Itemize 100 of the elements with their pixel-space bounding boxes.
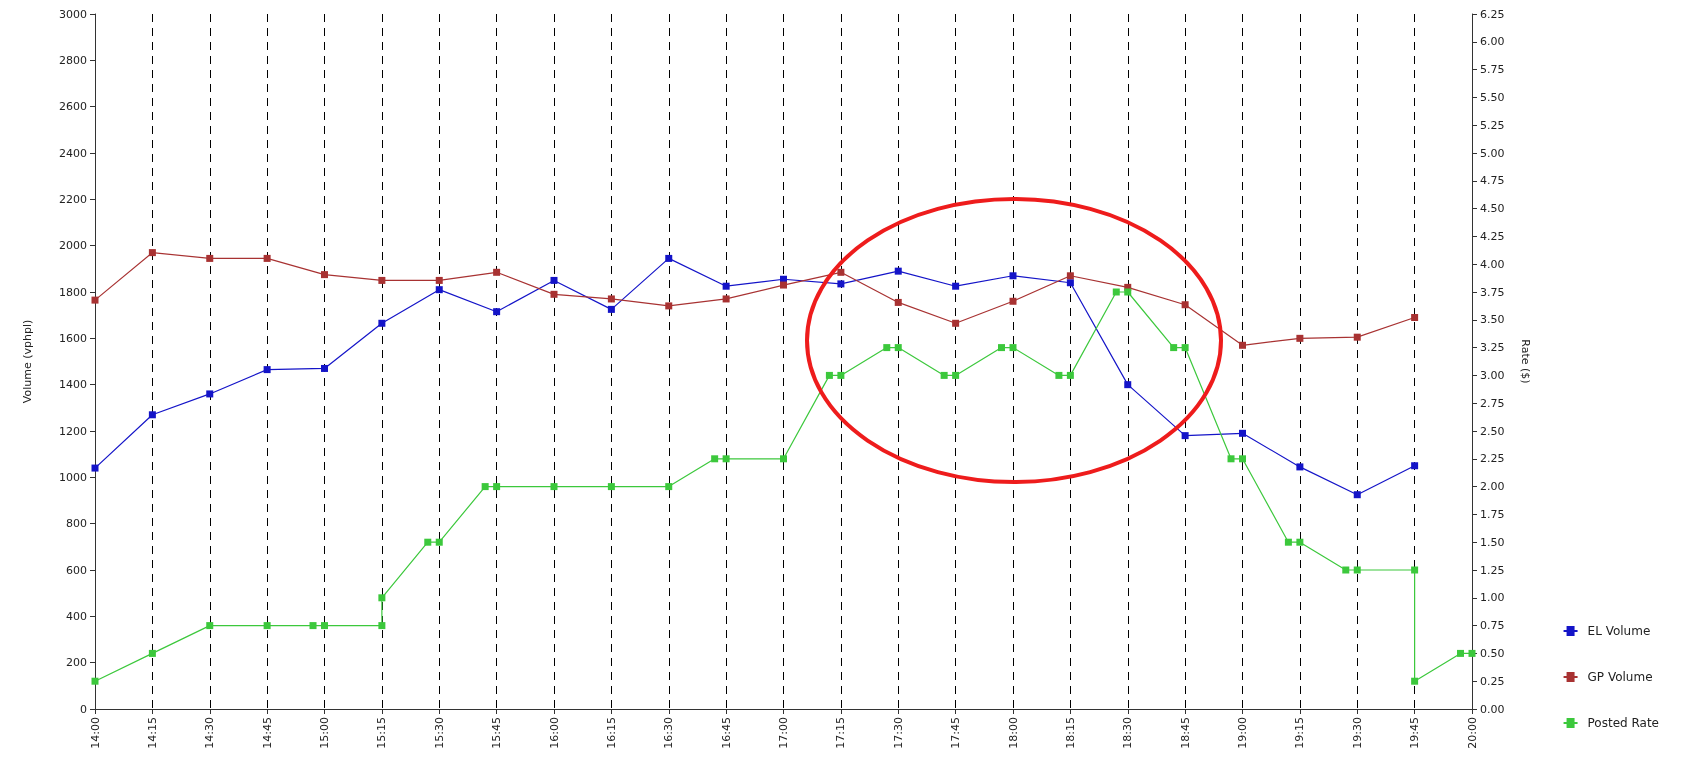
point [309,622,317,630]
y2-tick-label: 5.75 [1480,63,1505,77]
point [1181,344,1189,352]
point [550,483,558,491]
x-tick-label: 15:45 [490,717,504,749]
point [894,267,902,275]
y2-tick-label: 0.25 [1480,674,1505,688]
x-tick-label: 17:00 [777,717,790,749]
y2-tick-label: 2.00 [1480,480,1505,494]
y-tick-label: 0 [80,702,87,716]
point [952,319,960,327]
point [711,455,719,463]
y2-tick-label: 3.00 [1480,368,1505,382]
y2-tick-label: 4.50 [1480,202,1505,216]
point [263,366,271,374]
x-tick-label: 15:30 [432,717,446,749]
y2-tick-label: 5.25 [1480,118,1505,132]
y2-tick-label: 4.25 [1480,229,1505,243]
point [91,464,99,472]
y2-tick-label: 1.50 [1480,535,1505,549]
point [1170,344,1178,352]
y-tick-label: 400 [66,609,87,623]
x-tick-label: 18:45 [1178,717,1192,749]
point [263,622,271,630]
point [837,371,845,379]
x-tick-label: 14:15 [145,717,159,749]
point [148,649,156,657]
point [148,411,156,419]
point [1457,649,1465,657]
point [378,622,386,630]
x-tick-label: 14:45 [260,717,274,749]
legend-label: EL Volume [1587,624,1651,638]
point [1009,297,1017,305]
point [952,371,960,379]
point [940,371,948,379]
y-tick-label: 1000 [59,470,87,484]
y-tick-label: 3000 [59,7,87,21]
x-tick-label: 17:30 [891,717,905,749]
point [435,286,443,294]
point [1296,538,1304,546]
point [780,455,787,463]
point [1009,272,1017,280]
y2-tick-label: 1.75 [1480,507,1505,521]
point [1055,371,1063,379]
point [1239,429,1246,437]
y2-tick-label: 2.50 [1480,424,1505,438]
point [321,622,328,630]
y2-tick-label: 0.00 [1480,702,1505,716]
point [206,622,214,630]
point [1353,491,1361,499]
x-tick-label: 19:45 [1408,717,1422,749]
y-axis-title: Volume (vphpl) [21,319,34,404]
point [1342,566,1350,574]
y-tick-label: 800 [66,517,87,531]
point [1124,288,1132,296]
point [1296,334,1304,342]
y2-axis-title: Rate ($) [1519,339,1532,384]
point [1468,649,1476,657]
point [91,677,99,685]
y2-tick-label: 5.00 [1480,146,1505,160]
point [1009,344,1017,352]
y2-tick-label: 6.00 [1480,35,1505,49]
y2-tick-label: 4.00 [1480,257,1505,271]
y2-tick-label: 3.50 [1480,313,1505,327]
point [665,483,673,491]
y2-tick-label: 5.50 [1480,90,1505,104]
y2-tick-label: 0.75 [1480,619,1505,633]
point [837,280,845,288]
point [1411,677,1419,685]
x-tick-label: 15:00 [318,717,331,749]
point [148,249,156,257]
point [665,302,673,310]
point [665,254,673,262]
point [837,268,845,276]
point [206,390,214,398]
point [1124,381,1132,389]
point [493,308,501,316]
point [424,538,432,546]
point [1181,301,1189,309]
point [883,344,891,352]
y2-tick-label: 1.25 [1480,563,1505,577]
point [825,371,833,379]
x-tick-label: 16:30 [662,717,676,749]
point [321,364,328,372]
y-tick-label: 1800 [59,285,87,299]
y2-tick-label: 1.00 [1480,591,1505,605]
point [1284,538,1292,546]
point [378,594,386,602]
point [1112,288,1120,296]
point [1411,313,1419,321]
y-tick-label: 2600 [59,100,87,114]
x-tick-label: 19:15 [1293,717,1307,749]
point [493,483,501,491]
x-tick-label: 14:30 [203,717,217,749]
x-tick-label: 16:15 [604,717,618,749]
y-tick-label: 2800 [59,53,87,67]
x-tick-label: 18:15 [1063,717,1077,749]
y2-tick-label: 2.75 [1480,396,1505,410]
point [1066,272,1074,280]
point [1181,432,1189,440]
